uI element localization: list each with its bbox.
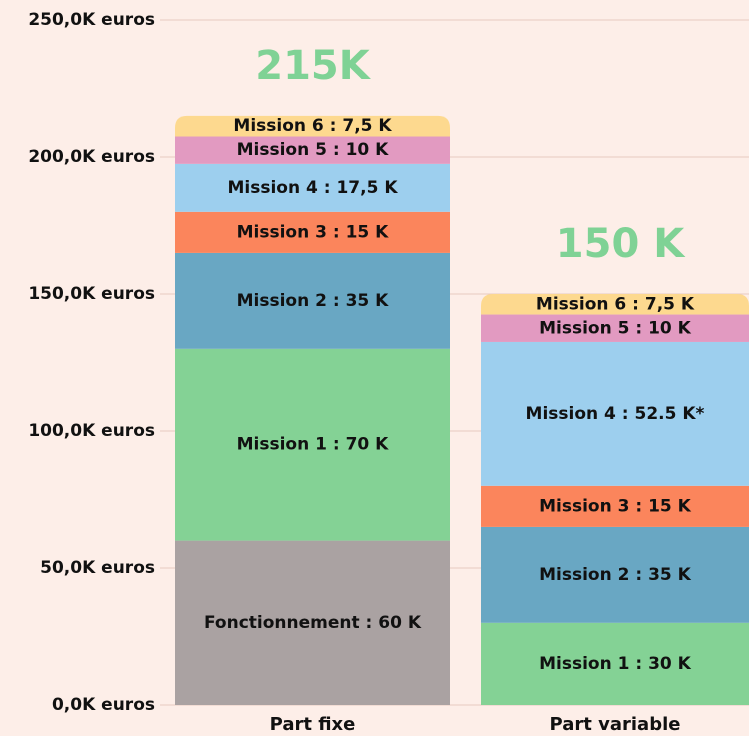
segment-label: Mission 6 : 7,5 K (536, 294, 695, 314)
total-label: 215K (255, 43, 371, 89)
bar-segment (175, 348, 450, 541)
bar-segment (175, 136, 450, 164)
segment-label: Mission 1 : 70 K (237, 435, 390, 455)
y-tick-label: 200,0K euros (28, 147, 155, 167)
segment-label: Mission 2 : 35 K (237, 291, 390, 311)
segment-label: Mission 5 : 10 K (539, 318, 692, 338)
bar-segment (481, 485, 749, 527)
bar-segment (481, 314, 749, 342)
x-tick-label: Part variable (550, 714, 681, 735)
segment-label: Mission 3 : 15 K (539, 496, 692, 516)
y-tick-label: 0,0K euros (52, 695, 155, 715)
segment-label: Fonctionnement : 60 K (204, 613, 422, 633)
bar-segment (175, 540, 450, 705)
segment-label: Mission 1 : 30 K (539, 654, 692, 674)
bar-segment (481, 341, 749, 486)
bar-segment (175, 252, 450, 349)
bar-segment (175, 115, 450, 137)
bar-segment (175, 163, 450, 212)
segment-label: Mission 6 : 7,5 K (233, 116, 392, 136)
y-tick-label: 50,0K euros (40, 558, 155, 578)
bar-segment (481, 526, 749, 623)
y-tick-label: 150,0K euros (28, 284, 155, 304)
segment-label: Mission 3 : 15 K (237, 222, 390, 242)
bar-segment (175, 211, 450, 253)
y-tick-label: 250,0K euros (28, 10, 155, 30)
segment-label: Mission 5 : 10 K (237, 140, 390, 160)
y-tick-label: 100,0K euros (28, 421, 155, 441)
bar-segment (481, 294, 749, 315)
total-label: 150 K (556, 221, 686, 267)
x-tick-label: Part fixe (270, 714, 356, 735)
bar-segment (481, 622, 749, 705)
segment-label: Mission 4 : 17,5 K (227, 178, 398, 198)
segment-label: Mission 4 : 52.5 K* (526, 404, 705, 424)
segment-label: Mission 2 : 35 K (539, 565, 692, 585)
